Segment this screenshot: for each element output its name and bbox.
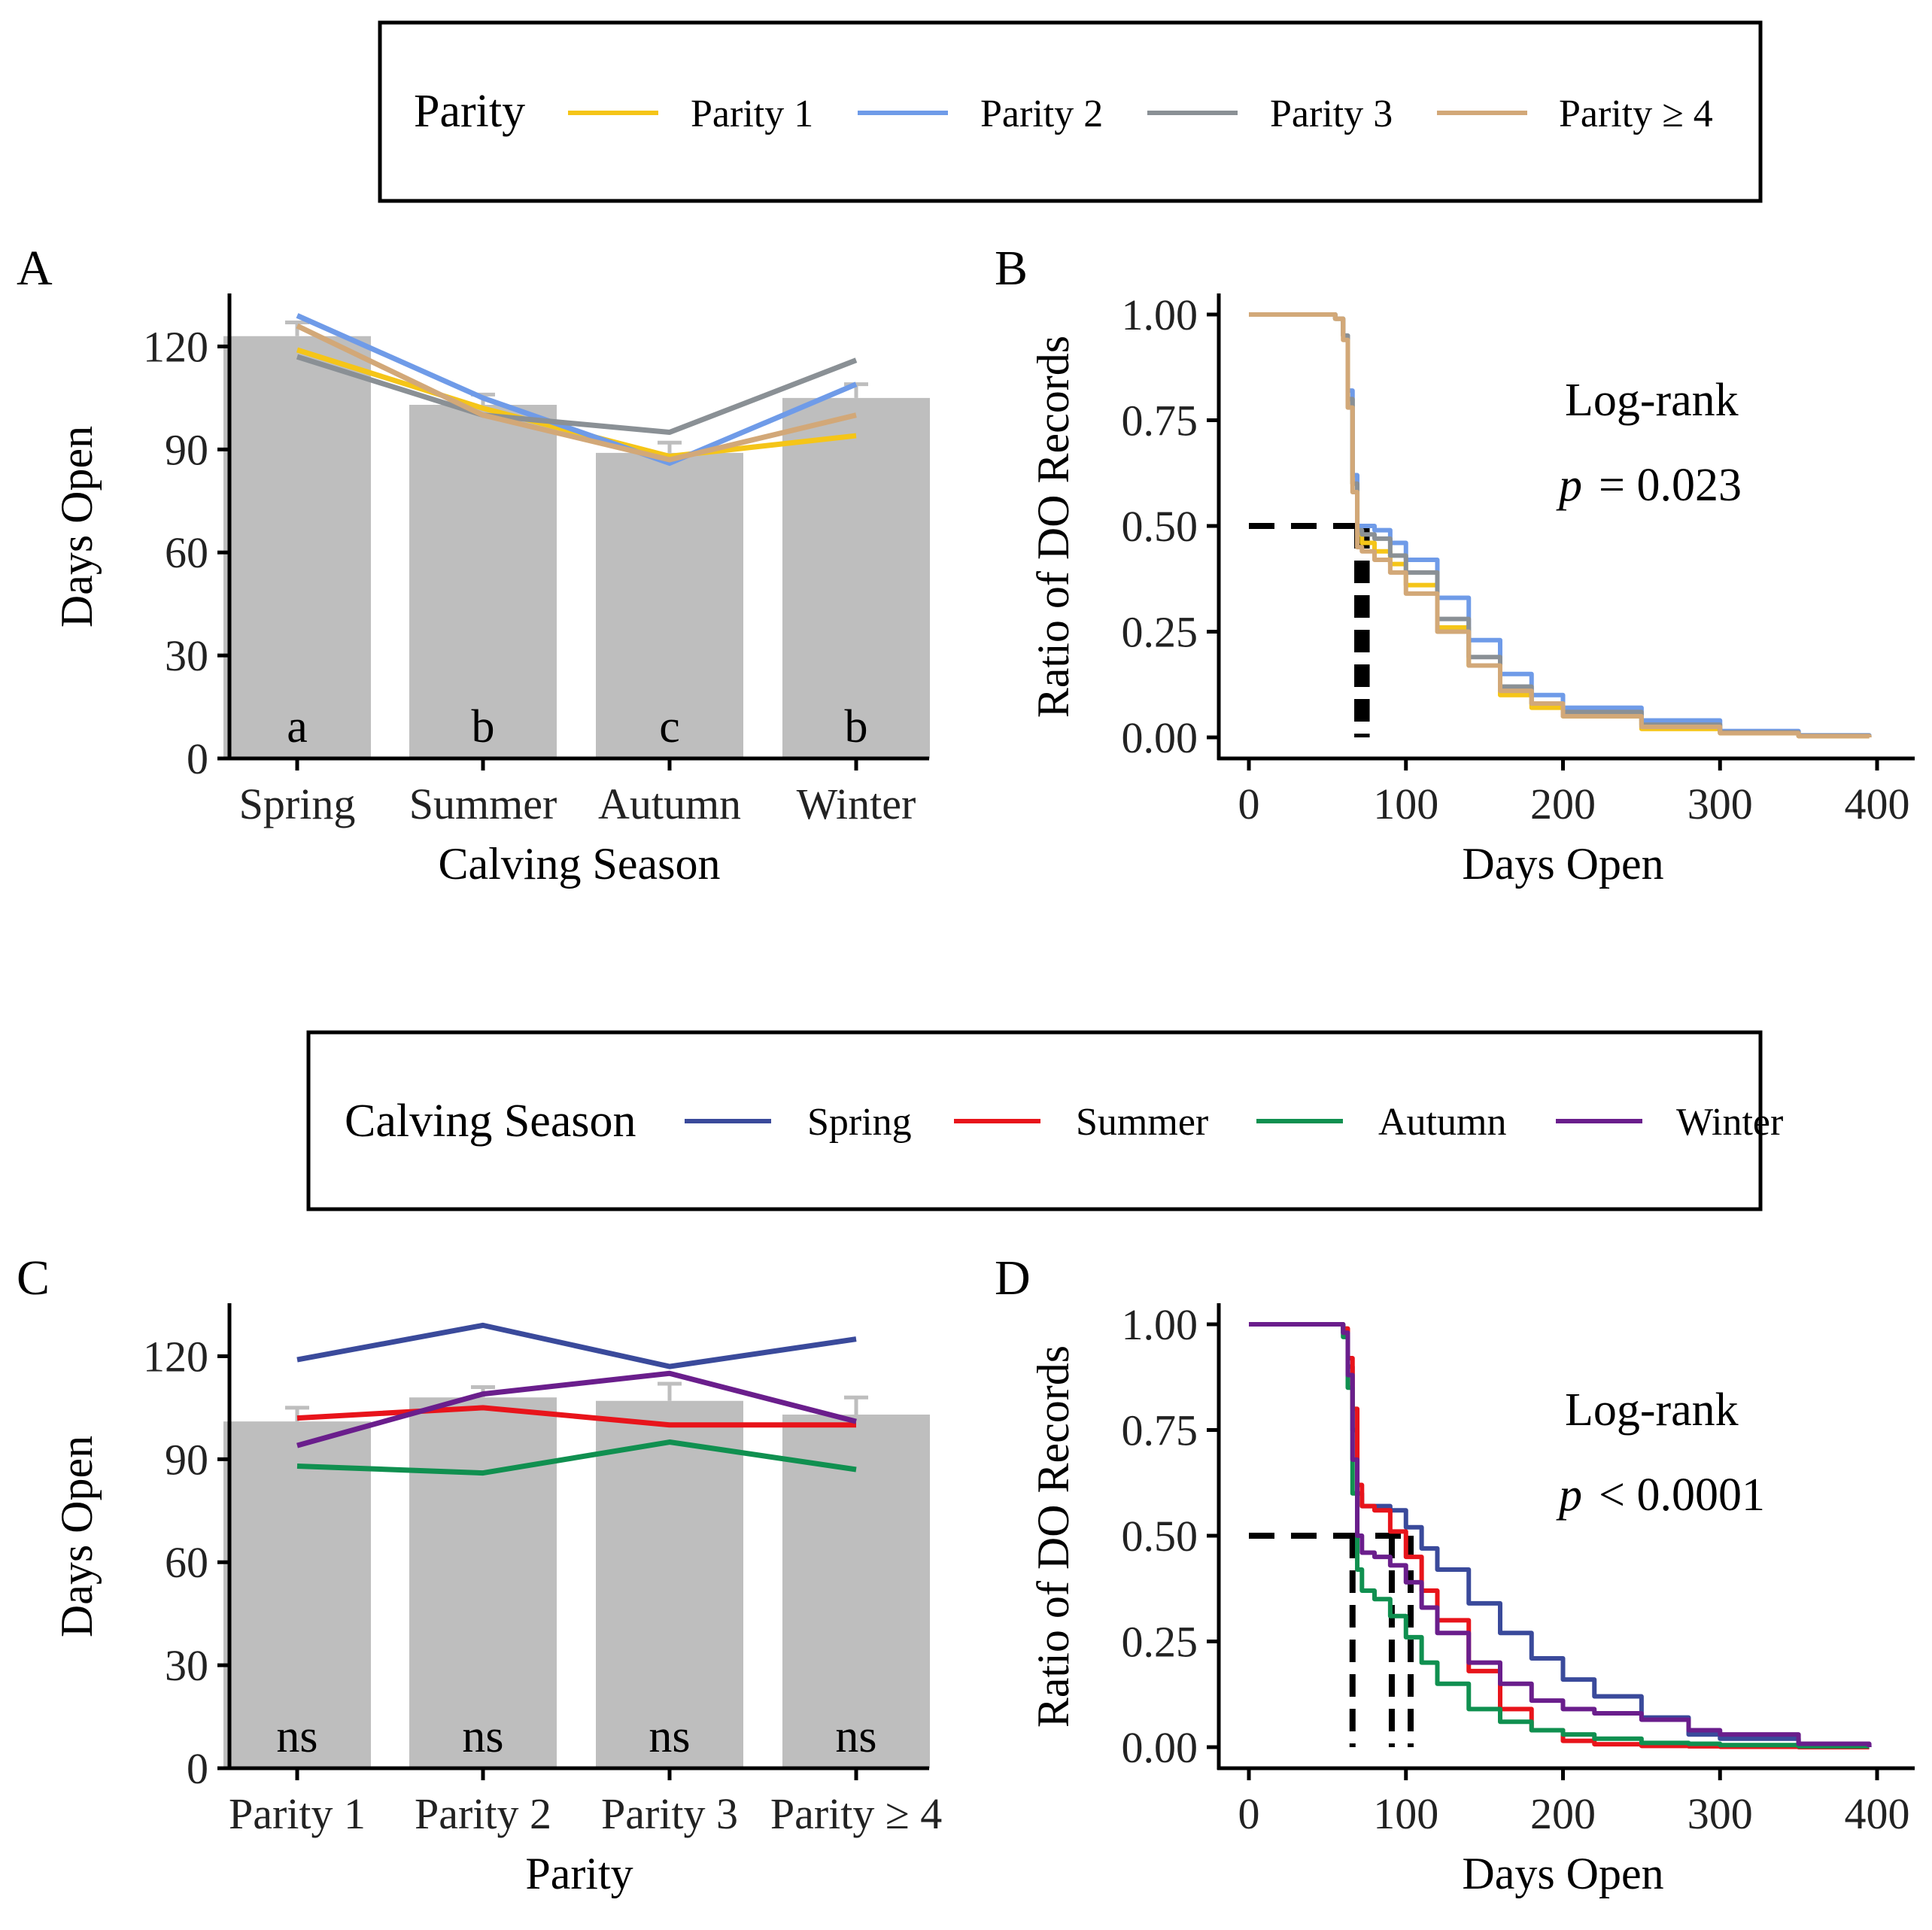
x-axis-title-c: Parity	[525, 1849, 633, 1898]
x-tick-label-b-3: 300	[1687, 780, 1753, 828]
panel-d-survival-chart: 0.00 0.25 0.50 0.75 1.00 0 100 200 300 400 Days Op…	[1028, 1300, 1915, 1898]
y-tick-label-b-0: 0.00	[1122, 713, 1198, 762]
y-tick-label-b-1: 0.25	[1122, 608, 1198, 657]
x-tick-label-a-0: Spring	[239, 780, 356, 828]
x-tick-label-b-0: 0	[1238, 780, 1260, 828]
significance-letter-a-1: b	[472, 701, 495, 752]
y-tick-label-a-1: 30	[165, 631, 208, 680]
y-tick-label-b-4: 1.00	[1122, 290, 1198, 339]
y-tick-label-d-2: 0.50	[1122, 1512, 1198, 1561]
x-tick-label-d-1: 100	[1373, 1789, 1438, 1838]
y-tick-label-a-2: 60	[165, 528, 208, 577]
y-tick-label-c-0: 0	[187, 1744, 208, 1793]
legend-label-winter: Winter	[1676, 1101, 1783, 1144]
bar-c-3	[782, 1415, 930, 1768]
series-line-c-2	[296, 1439, 857, 1476]
p-symbol-b: p	[1556, 460, 1582, 511]
x-tick-label-b-2: 200	[1530, 780, 1596, 828]
series-line-c-0	[296, 1322, 857, 1369]
x-tick-label-d-4: 400	[1845, 1789, 1910, 1838]
panel-b-survival-chart: 0.00 0.25 0.50 0.75 1.00 0 100 200 300 400 Days Op…	[1028, 290, 1915, 889]
x-tick-label-d-2: 200	[1530, 1789, 1596, 1838]
x-tick-label-a-2: Autumn	[598, 780, 741, 828]
y-tick-label-d-1: 0.25	[1122, 1618, 1198, 1667]
x-tick-label-c-2: Parity 3	[601, 1789, 738, 1838]
y-tick-label-c-1: 30	[165, 1641, 208, 1690]
legend-label-spring: Spring	[807, 1101, 912, 1144]
legend-parity-title: Parity	[414, 86, 525, 137]
x-axis-title-d: Days Open	[1462, 1849, 1663, 1898]
significance-letter-a-3: b	[845, 701, 868, 752]
significance-letter-a-2: c	[659, 701, 680, 752]
x-tick-label-a-1: Summer	[409, 780, 557, 828]
x-axis-title-b: Days Open	[1462, 839, 1663, 889]
p-value-b: = 0.023	[1599, 460, 1742, 511]
panel-label-a: A	[17, 241, 53, 296]
series-line-c-1	[296, 1405, 856, 1428]
bar-c-2	[596, 1400, 743, 1768]
significance-letter-c-3: ns	[835, 1711, 876, 1762]
series-line-a-3	[296, 323, 857, 463]
y-tick-label-c-3: 90	[165, 1435, 208, 1484]
survival-curve-d-1	[1249, 1322, 1870, 1749]
y-tick-label-a-4: 120	[143, 322, 208, 371]
p-value-d: < 0.0001	[1599, 1470, 1765, 1521]
x-tick-label-a-3: Winter	[797, 780, 916, 828]
bar-a-3	[782, 397, 930, 758]
x-tick-label-c-0: Parity 1	[229, 1789, 366, 1838]
x-tick-label-d-0: 0	[1238, 1789, 1260, 1838]
bar-c-0	[223, 1421, 371, 1768]
panel-c-bar-chart: ns ns ns ns 0 30 60 90 120 Parity 1 Parity 2 Parity…	[52, 1303, 942, 1898]
legend-label-parity-1: Parity 1	[691, 93, 813, 135]
y-tick-label-b-3: 0.75	[1122, 397, 1198, 445]
panel-label-d: D	[995, 1251, 1031, 1305]
logrank-label-d: Log-rank	[1565, 1384, 1739, 1436]
panel-label-b: B	[995, 241, 1028, 296]
significance-letter-a-0: a	[287, 701, 308, 752]
y-tick-label-a-0: 0	[187, 734, 208, 783]
bar-a-2	[596, 452, 743, 758]
y-tick-label-d-3: 0.75	[1122, 1406, 1198, 1455]
x-axis-title-a: Calving Season	[439, 839, 721, 889]
x-tick-label-b-4: 400	[1845, 780, 1910, 828]
series-line-a-1	[296, 313, 858, 467]
bar-c-1	[409, 1397, 557, 1768]
legend-label-autumn: Autumn	[1378, 1101, 1506, 1144]
survival-curve-d-3	[1249, 1322, 1872, 1747]
y-tick-label-c-4: 120	[143, 1332, 208, 1381]
bar-a-1	[409, 405, 557, 758]
y-tick-label-c-2: 60	[165, 1538, 208, 1587]
x-tick-label-c-1: Parity 2	[415, 1789, 551, 1838]
p-symbol-d: p	[1556, 1470, 1582, 1521]
y-tick-label-d-0: 0.00	[1122, 1723, 1198, 1772]
survival-curve-b-3	[1249, 312, 1872, 739]
series-line-c-3	[296, 1370, 857, 1448]
legend-label-parity-4plus: Parity ≥ 4	[1559, 93, 1713, 135]
legend-label-summer: Summer	[1076, 1101, 1208, 1144]
y-tick-label-a-3: 90	[165, 425, 208, 474]
x-tick-label-c-3: Parity ≥ 4	[770, 1789, 942, 1838]
significance-letter-c-1: ns	[462, 1711, 503, 1762]
x-tick-label-b-1: 100	[1373, 780, 1438, 828]
y-axis-title-c: Days Open	[52, 1436, 102, 1637]
x-tick-label-d-3: 300	[1687, 1789, 1753, 1838]
significance-letter-c-0: ns	[276, 1711, 317, 1762]
panel-label-c: C	[17, 1251, 50, 1305]
y-tick-label-b-2: 0.50	[1122, 502, 1198, 551]
y-axis-title-d: Ratio of DO Records	[1028, 1345, 1078, 1728]
legend-parity: Parity Parity 1 Parity 2 Parity 3 Parity…	[378, 20, 1763, 203]
significance-letter-c-2: ns	[649, 1711, 690, 1762]
legend-label-parity-2: Parity 2	[980, 93, 1103, 135]
legend-label-parity-3: Parity 3	[1270, 93, 1393, 135]
bar-a-0	[223, 336, 371, 758]
legend-calving-season: Calving Season Spring Summer Autumn Wint…	[306, 1030, 1783, 1211]
y-axis-title-a: Days Open	[52, 426, 102, 628]
y-tick-label-d-4: 1.00	[1122, 1300, 1198, 1349]
series-line-a-2	[296, 354, 858, 436]
logrank-label-b: Log-rank	[1565, 375, 1739, 426]
y-axis-title-b: Ratio of DO Records	[1028, 336, 1078, 718]
legend-season-title: Calving Season	[345, 1096, 636, 1147]
panel-a-bar-chart: a b c b 0 30 60 90 120 Spring Summer Autumn Winter Ca…	[52, 293, 930, 889]
